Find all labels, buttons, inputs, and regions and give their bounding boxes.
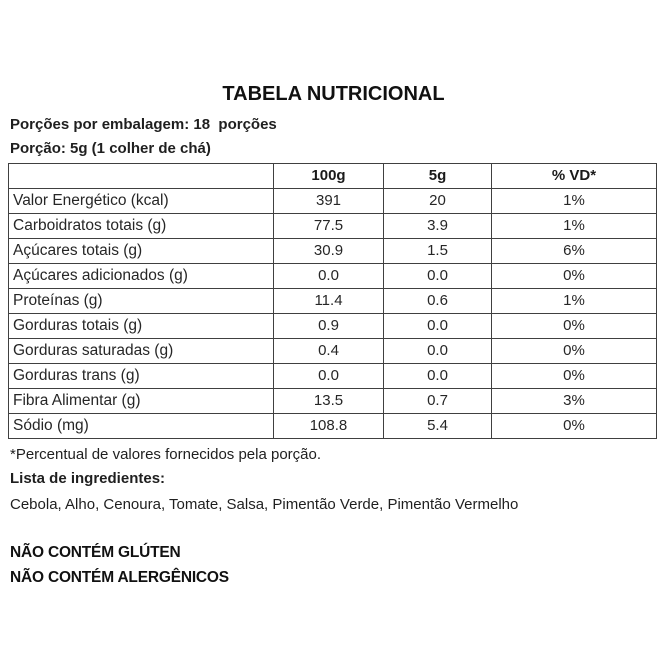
claims-section: NÃO CONTÉM GLÚTEN NÃO CONTÉM ALERGÊNICOS <box>10 544 667 587</box>
table-row: Gorduras totais (g) 0.9 0.0 0% <box>8 313 657 339</box>
value-vd: 1% <box>491 288 657 314</box>
ingredients-heading: Lista de ingredientes: <box>10 470 166 487</box>
value-100g: 77.5 <box>273 213 384 239</box>
nutrition-table-body: Valor Energético (kcal) 391 20 1% Carboi… <box>8 188 657 439</box>
value-vd: 0% <box>491 338 657 364</box>
table-row: Gorduras trans (g) 0.0 0.0 0% <box>8 363 657 389</box>
table-row: Açúcares totais (g) 30.9 1.5 6% <box>8 238 657 264</box>
table-row: Gorduras saturadas (g) 0.4 0.0 0% <box>8 338 657 364</box>
table-row: Carboidratos totais (g) 77.5 3.9 1% <box>8 213 657 239</box>
value-vd: 3% <box>491 388 657 414</box>
nutrient-label: Gorduras totais (g) <box>8 313 274 339</box>
value-vd: 0% <box>491 313 657 339</box>
value-vd: 0% <box>491 363 657 389</box>
value-100g: 11.4 <box>273 288 384 314</box>
gluten-free-claim: NÃO CONTÉM GLÚTEN <box>10 544 181 561</box>
value-5g: 0.0 <box>383 363 492 389</box>
daily-value-footnote: *Percentual de valores fornecidos pela p… <box>10 446 322 463</box>
table-row: Valor Energético (kcal) 391 20 1% <box>8 188 657 214</box>
header-blank-cell <box>8 163 274 189</box>
value-vd: 0% <box>491 263 657 289</box>
nutrition-table-header: 100g 5g % VD* <box>8 163 657 189</box>
ingredients-list: Cebola, Alho, Cenoura, Tomate, Salsa, Pi… <box>10 496 519 513</box>
value-5g: 20 <box>383 188 492 214</box>
value-vd: 0% <box>491 413 657 439</box>
value-5g: 0.7 <box>383 388 492 414</box>
table-row: Açúcares adicionados (g) 0.0 0.0 0% <box>8 263 657 289</box>
nutrient-label: Gorduras trans (g) <box>8 363 274 389</box>
nutrient-label: Carboidratos totais (g) <box>8 213 274 239</box>
value-5g: 5.4 <box>383 413 492 439</box>
nutrient-label: Proteínas (g) <box>8 288 274 314</box>
nutrient-label: Valor Energético (kcal) <box>8 188 274 214</box>
value-vd: 6% <box>491 238 657 264</box>
value-5g: 0.0 <box>383 338 492 364</box>
nutrient-label: Sódio (mg) <box>8 413 274 439</box>
nutrient-label: Açúcares totais (g) <box>8 238 274 264</box>
allergen-free-claim: NÃO CONTÉM ALERGÊNICOS <box>10 569 229 586</box>
nutrition-table: 100g 5g % VD* Valor Energético (kcal) 39… <box>8 163 657 439</box>
nutrient-label: Fibra Alimentar (g) <box>8 388 274 414</box>
page-title: TABELA NUTRICIONAL <box>222 83 445 105</box>
nutrient-label: Gorduras saturadas (g) <box>8 338 274 364</box>
nutrient-label: Açúcares adicionados (g) <box>8 263 274 289</box>
value-5g: 3.9 <box>383 213 492 239</box>
servings-per-package-line: Porções por embalagem: 18 porções <box>10 116 277 133</box>
portion-size-line: Porção: 5g (1 colher de chá) <box>10 140 211 157</box>
value-100g: 391 <box>273 188 384 214</box>
value-vd: 1% <box>491 213 657 239</box>
value-100g: 0.9 <box>273 313 384 339</box>
table-row: Proteínas (g) 11.4 0.6 1% <box>8 288 657 314</box>
value-5g: 0.0 <box>383 263 492 289</box>
table-row: Sódio (mg) 108.8 5.4 0% <box>8 413 657 439</box>
value-100g: 0.4 <box>273 338 384 364</box>
header-vd-cell: % VD* <box>491 163 657 189</box>
value-100g: 0.0 <box>273 363 384 389</box>
value-100g: 13.5 <box>273 388 384 414</box>
header-100g-cell: 100g <box>273 163 384 189</box>
value-vd: 1% <box>491 188 657 214</box>
value-100g: 108.8 <box>273 413 384 439</box>
table-row: Fibra Alimentar (g) 13.5 0.7 3% <box>8 388 657 414</box>
value-5g: 0.6 <box>383 288 492 314</box>
value-100g: 0.0 <box>273 263 384 289</box>
value-5g: 0.0 <box>383 313 492 339</box>
value-5g: 1.5 <box>383 238 492 264</box>
value-100g: 30.9 <box>273 238 384 264</box>
header-row: 100g 5g % VD* <box>8 163 657 189</box>
header-5g-cell: 5g <box>383 163 492 189</box>
